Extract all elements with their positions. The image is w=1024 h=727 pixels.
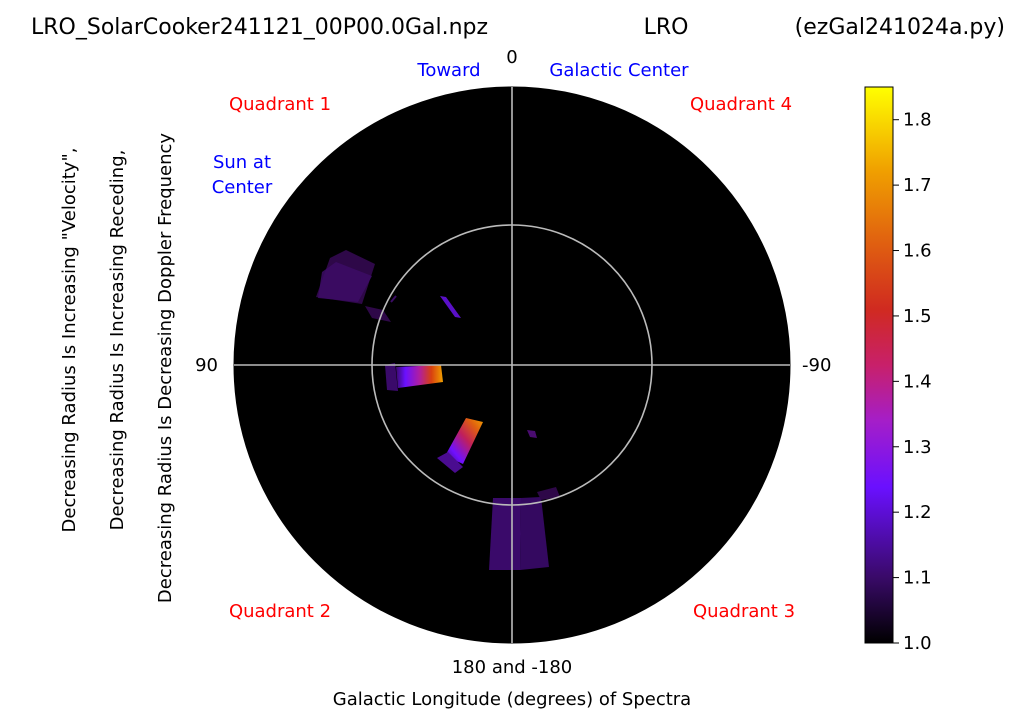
colorbar-tick-label: 1.4 [903,371,932,392]
q2-gradient [396,365,443,388]
annotation-sun-at: Sun at [213,152,271,173]
q2-diagonal-foot [437,452,463,473]
annotation-quadrant4: Quadrant 4 [690,94,792,115]
q1-tick [390,295,397,303]
annotation-quadrant2: Quadrant 2 [229,601,331,622]
colorbar-tick-label: 1.1 [903,568,932,589]
q2-diagonal [445,418,483,464]
q1-small-a [365,306,391,322]
q1-arc-inner [318,262,372,302]
annotation-quadrant1: Quadrant 1 [229,94,331,115]
annotation-center: Center [212,177,273,198]
colorbar-tick-label: 1.5 [903,306,932,327]
annotation-galactic-center: Galactic Center [549,60,689,81]
title-center: LRO [644,15,689,40]
q1-small-b [440,296,461,318]
colorbar-tick-label: 1.8 [903,110,932,131]
colorbar-tick-label: 1.2 [903,502,932,523]
angle-label-180: 180 and -180 [452,657,573,678]
bottom-fan-top [537,487,560,500]
colorbar-ticks: 1.0 1.1 1.2 1.3 1.4 1.5 1.6 1.7 1.8 [893,110,932,654]
y-axis-label-2: Decreasing Radius Is Increasing Receding… [107,150,128,531]
colorbar-tick-label: 1.0 [903,633,932,654]
annotation-quadrant3: Quadrant 3 [693,601,795,622]
colorbar-tick-label: 1.3 [903,437,932,458]
colorbar-tick-label: 1.7 [903,175,932,196]
bottom-fan-right [520,497,549,570]
y-axis-label-3: Decreasing Radius Is Decreasing Doppler … [155,133,176,603]
title-right: (ezGal241024a.py) [795,15,1005,40]
title-left: LRO_SolarCooker241121_00P00.0Gal.npz [31,15,488,40]
colorbar-tick-label: 1.6 [903,241,932,262]
q3-small [527,430,537,438]
angle-label-90: 90 [195,355,218,376]
angle-label-0: 0 [506,47,517,68]
colorbar [864,86,894,644]
x-axis-label: Galactic Longitude (degrees) of Spectra [333,689,691,710]
bottom-fan-left [489,498,521,570]
annotation-toward: Toward [416,60,480,81]
q2-gradient-edge [385,363,398,391]
angle-label-neg90: -90 [802,355,831,376]
data-patches [316,250,560,570]
y-axis-label-1: Decreasing Radius Is Increasing "Velocit… [59,148,80,533]
